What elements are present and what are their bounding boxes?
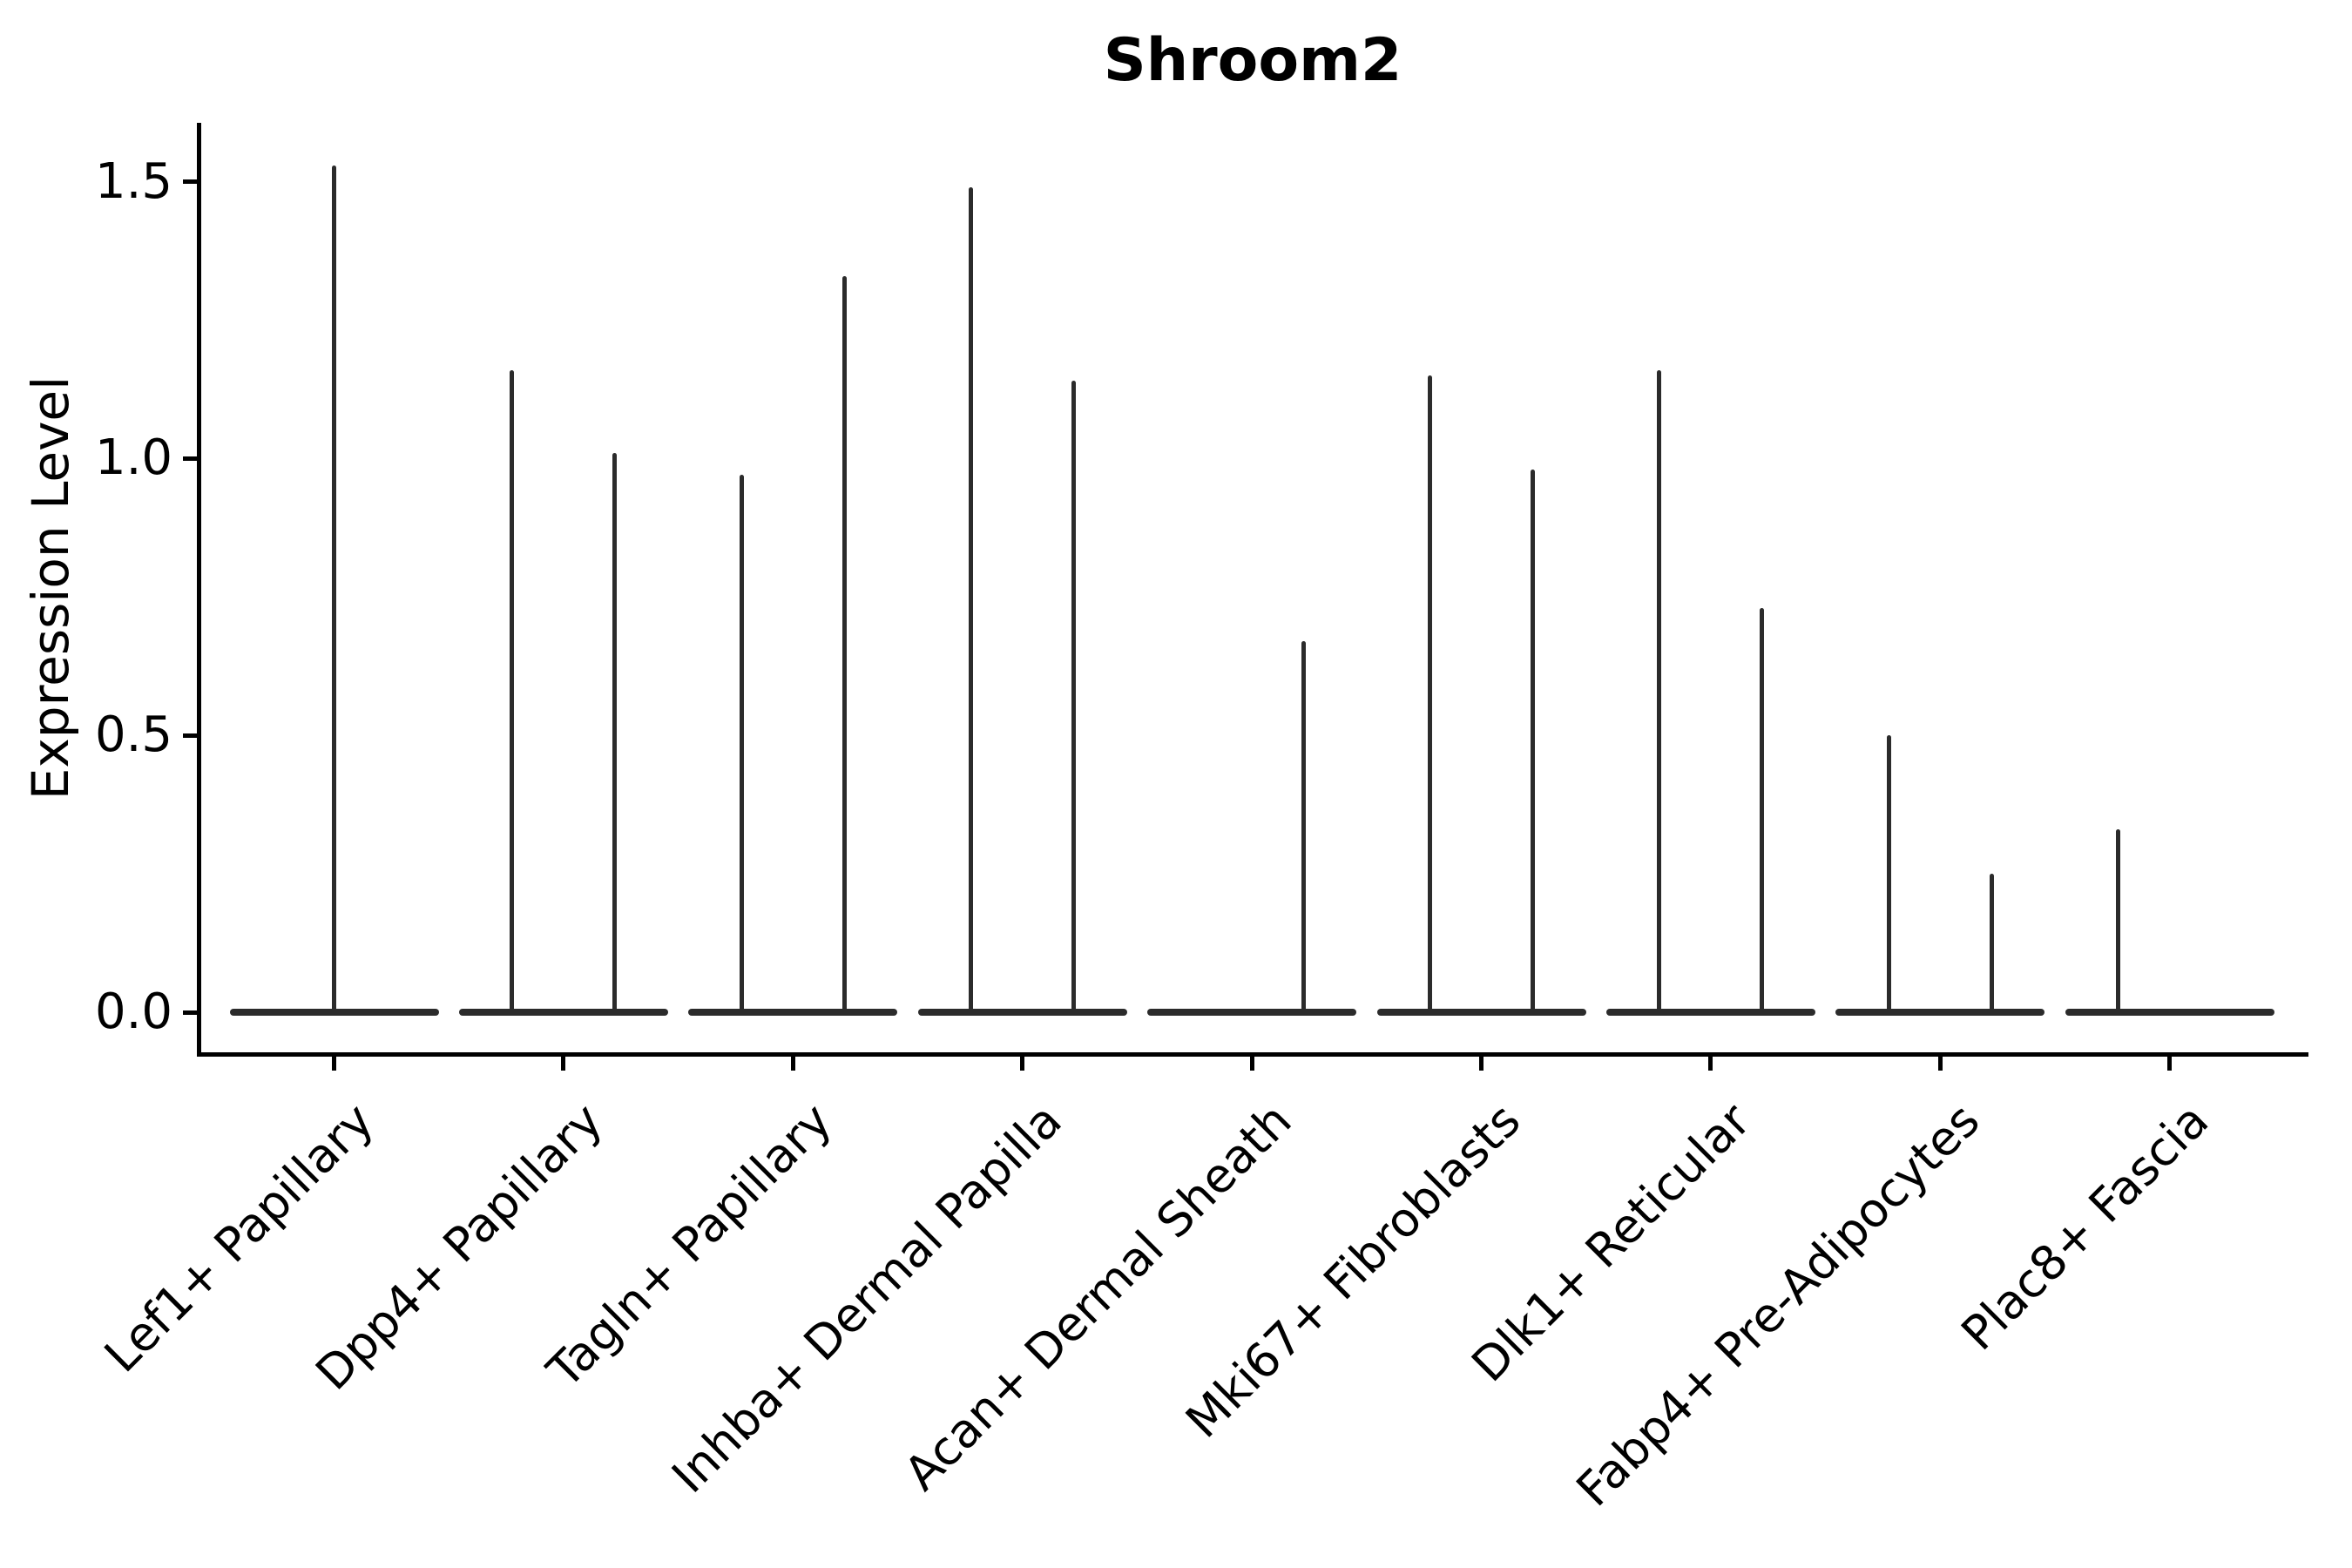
y-tick-label: 1.5 — [94, 152, 172, 210]
x-tick-mark — [1020, 1057, 1025, 1071]
y-axis-label: Expression Level — [21, 375, 80, 801]
violin-spike — [332, 165, 336, 1014]
x-tick-mark — [1249, 1057, 1254, 1071]
violin-spike — [1071, 381, 1077, 1014]
y-axis-spine — [197, 123, 201, 1057]
x-tick-label: Plac8+ Fascia — [1950, 1092, 2220, 1362]
chart-title: Shroom2 — [1103, 26, 1402, 95]
x-tick-mark — [561, 1057, 566, 1071]
violin-spike — [1886, 735, 1891, 1014]
x-tick-label: Fabp4+ Pre-Adipocytes — [1565, 1092, 1990, 1517]
y-tick-label: 1.0 — [94, 429, 172, 487]
violin-spike — [1657, 369, 1662, 1014]
violin-spike — [969, 186, 974, 1014]
x-tick-mark — [1479, 1057, 1484, 1071]
violin-spike — [2116, 829, 2121, 1014]
y-tick-mark — [183, 733, 197, 738]
y-tick-mark — [183, 179, 197, 185]
violin-spike — [1760, 608, 1765, 1014]
violin-spike — [1428, 375, 1432, 1014]
violin-baseline — [688, 1009, 898, 1016]
y-tick-label: 0.5 — [94, 706, 172, 764]
violin-spike — [1531, 470, 1535, 1014]
violin-baseline — [1605, 1009, 1815, 1016]
violin-baseline — [458, 1009, 668, 1016]
y-tick-label: 0.0 — [94, 983, 172, 1040]
x-tick-mark — [1937, 1057, 1943, 1071]
x-tick-mark — [1708, 1057, 1713, 1071]
violin-spike — [510, 369, 515, 1014]
violin-baseline — [917, 1009, 1127, 1016]
violin-baseline — [1376, 1009, 1586, 1016]
violin-baseline — [1835, 1009, 2045, 1016]
y-tick-mark — [183, 456, 197, 461]
x-tick-label: Acan+ Dermal Sheath — [893, 1092, 1302, 1501]
violin-spike — [1989, 874, 1994, 1014]
x-tick-mark — [332, 1057, 336, 1071]
y-tick-mark — [183, 1010, 197, 1015]
violin-baseline — [1147, 1009, 1357, 1016]
x-tick-mark — [790, 1057, 795, 1071]
violin-spike — [841, 275, 847, 1014]
violin-baseline — [2065, 1009, 2274, 1016]
x-tick-mark — [2167, 1057, 2173, 1071]
violin-spike — [1301, 641, 1306, 1014]
x-tick-label: Inhba+ Dermal Papilla — [661, 1092, 1072, 1504]
violin-spike — [612, 453, 618, 1014]
x-axis-spine — [197, 1052, 2308, 1057]
violin-spike — [739, 475, 744, 1014]
